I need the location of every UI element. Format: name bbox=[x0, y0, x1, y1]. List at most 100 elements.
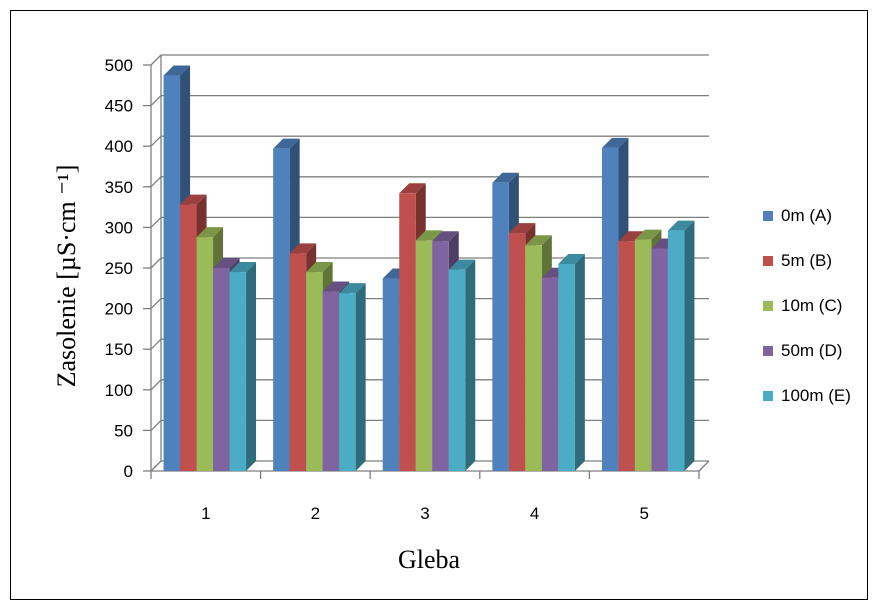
bar-top bbox=[322, 281, 350, 292]
bar-front bbox=[213, 268, 230, 471]
gridline-side bbox=[150, 135, 162, 147]
bar-top bbox=[618, 231, 645, 242]
bar-front bbox=[229, 272, 247, 471]
bar-top bbox=[415, 230, 443, 241]
bar-top bbox=[601, 137, 629, 148]
y-tick-label: 100 bbox=[105, 381, 133, 400]
bar-top bbox=[273, 138, 300, 149]
y-tick-label: 350 bbox=[105, 178, 133, 197]
bar-front bbox=[339, 293, 356, 471]
bar-top bbox=[492, 172, 519, 183]
bar-front bbox=[558, 263, 575, 471]
bar-front bbox=[180, 204, 197, 471]
bar-front bbox=[601, 147, 619, 471]
x-tick-label: 4 bbox=[530, 504, 539, 523]
bar-side bbox=[355, 283, 366, 471]
gridline-side bbox=[150, 419, 162, 431]
bar-top bbox=[180, 194, 207, 205]
x-tick-label: 3 bbox=[420, 504, 429, 523]
bar-top bbox=[289, 243, 317, 254]
bar-side bbox=[684, 220, 695, 471]
legend-label: 50m (D) bbox=[781, 341, 842, 360]
bar-front bbox=[541, 277, 559, 471]
gridline-side bbox=[150, 54, 162, 66]
bar-front bbox=[289, 253, 307, 471]
legend-item: 10m (C) bbox=[763, 296, 842, 315]
bar-top bbox=[558, 253, 585, 264]
bar-front bbox=[196, 237, 214, 471]
tick-labels: 0 50 100 150 200 250 300 350 400 450 500 1 2 3 4 5 bbox=[105, 56, 649, 523]
bar-front bbox=[415, 240, 433, 471]
gridline-side bbox=[150, 257, 162, 269]
legend-swatch bbox=[763, 301, 773, 311]
bar-side bbox=[465, 259, 476, 471]
x-tick-label: 1 bbox=[201, 504, 210, 523]
bar-front bbox=[382, 278, 400, 471]
legend-swatch bbox=[763, 211, 773, 221]
gridline-side bbox=[150, 338, 162, 350]
bar-top bbox=[163, 65, 191, 76]
legend-swatch bbox=[763, 256, 773, 266]
bar-front bbox=[508, 233, 526, 471]
bar bbox=[667, 220, 695, 471]
legend-swatch bbox=[763, 346, 773, 356]
bar-top bbox=[339, 283, 366, 294]
bar-front bbox=[163, 75, 181, 471]
gridline-side bbox=[150, 216, 162, 228]
bar bbox=[558, 253, 585, 471]
y-tick-label: 250 bbox=[105, 259, 133, 278]
bar-top bbox=[229, 262, 257, 273]
bar-chart: 0 50 100 150 200 250 300 350 400 450 500 1 2 3 4 5 Gleb… bbox=[52, 54, 851, 574]
legend-item: 100m (E) bbox=[763, 386, 851, 405]
bar-front bbox=[273, 148, 290, 472]
gridline-side bbox=[150, 95, 162, 107]
bar-front bbox=[432, 241, 449, 471]
legend-label: 0m (A) bbox=[781, 206, 832, 225]
gridline-side bbox=[150, 379, 162, 391]
bar-top bbox=[667, 220, 695, 231]
legend-swatch bbox=[763, 391, 773, 401]
legend-item: 5m (B) bbox=[763, 251, 832, 270]
floor-edge bbox=[698, 460, 710, 472]
bar-top bbox=[213, 258, 240, 268]
legend-label: 5m (B) bbox=[781, 251, 832, 270]
gridline-side bbox=[150, 298, 162, 310]
legend: 0m (A) 5m (B) 10m (C) 50m (D) 100m (E) bbox=[763, 206, 851, 405]
bar-front bbox=[306, 272, 323, 471]
bar-front bbox=[667, 230, 685, 471]
bar bbox=[448, 259, 476, 471]
bar-front bbox=[634, 239, 652, 471]
bar-top bbox=[432, 231, 459, 242]
bar bbox=[229, 262, 257, 471]
bars-layer bbox=[163, 65, 695, 472]
bar-top bbox=[525, 235, 552, 246]
y-tick-label: 500 bbox=[105, 56, 133, 75]
y-tick-label: 150 bbox=[105, 340, 133, 359]
bar-top bbox=[306, 262, 333, 273]
bar-side bbox=[246, 262, 257, 471]
y-tick-label: 50 bbox=[114, 421, 133, 440]
bar-front bbox=[525, 245, 542, 471]
bar-top bbox=[196, 227, 224, 238]
x-axis-title: Gleba bbox=[398, 545, 461, 574]
y-axis-title: Zasolenie [µS·cm ⁻¹] bbox=[52, 165, 81, 388]
y-tick-label: 0 bbox=[124, 462, 133, 481]
bar-front bbox=[322, 291, 340, 471]
legend-item: 0m (A) bbox=[763, 206, 832, 225]
bar-top bbox=[634, 229, 662, 240]
bar-top bbox=[399, 183, 426, 194]
gridline-side bbox=[150, 176, 162, 188]
bar-front bbox=[492, 182, 509, 472]
x-tick-label: 5 bbox=[639, 504, 648, 523]
bar-front bbox=[399, 193, 416, 471]
bar-side bbox=[574, 253, 585, 471]
bar-top bbox=[448, 259, 476, 270]
y-tick-label: 450 bbox=[105, 97, 133, 116]
legend-label: 100m (E) bbox=[781, 386, 851, 405]
x-tick-label: 2 bbox=[311, 504, 320, 523]
y-tick-label: 400 bbox=[105, 137, 133, 156]
bar-front bbox=[651, 248, 668, 471]
gridline-side bbox=[150, 460, 162, 472]
bar-top bbox=[508, 223, 536, 234]
bar-front bbox=[448, 269, 466, 471]
